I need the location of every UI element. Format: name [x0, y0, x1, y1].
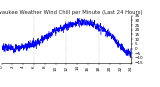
- Title: Milwaukee Weather Wind Chill per Minute (Last 24 Hours): Milwaukee Weather Wind Chill per Minute …: [0, 10, 143, 15]
